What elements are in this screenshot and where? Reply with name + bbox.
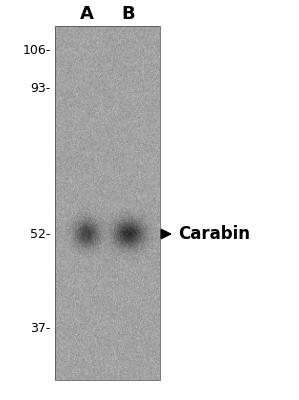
Bar [55, 26, 160, 380]
Text: 37-: 37- [30, 322, 51, 334]
Text: 93-: 93- [30, 82, 51, 94]
Text: Carabin: Carabin [178, 225, 250, 243]
Text: 106-: 106- [23, 44, 51, 56]
Text: 52-: 52- [30, 228, 51, 240]
Text: A: A [80, 5, 94, 23]
Text: B: B [122, 5, 135, 23]
